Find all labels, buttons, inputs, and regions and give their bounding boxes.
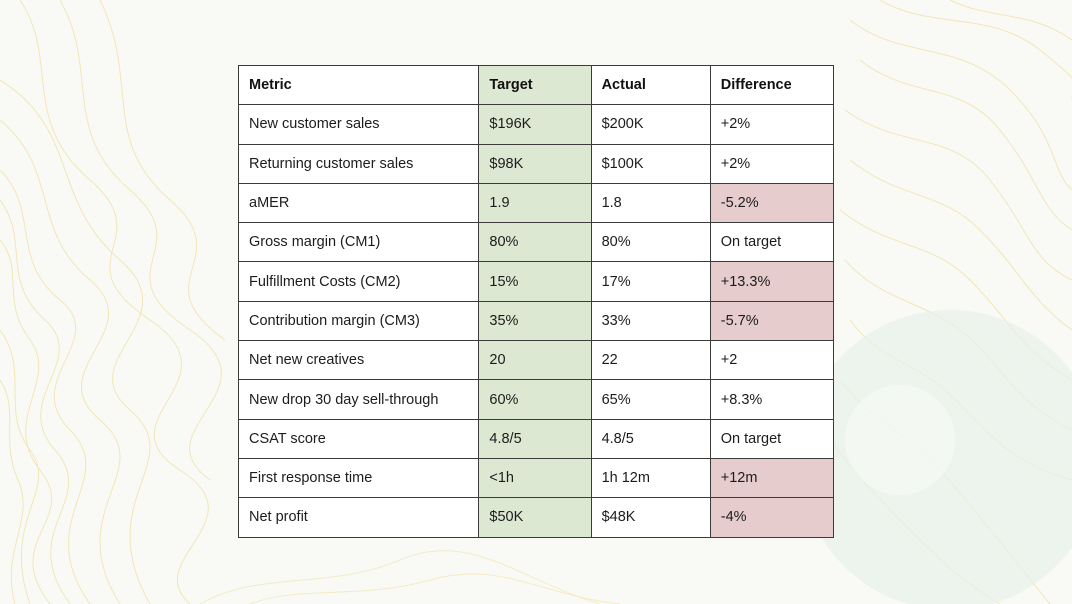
table-row: Fulfillment Costs (CM2) 15% 17% +13.3% bbox=[237, 261, 835, 302]
target-cell: $98K bbox=[478, 143, 592, 184]
target-cell: 80% bbox=[478, 222, 592, 263]
table-row: Net profit $50K $48K -4% bbox=[237, 497, 835, 538]
actual-cell: 80% bbox=[590, 222, 711, 263]
target-cell: 20 bbox=[478, 340, 592, 381]
circle-accent-inner bbox=[845, 385, 955, 495]
header-difference: Difference bbox=[709, 64, 835, 106]
actual-cell: 17% bbox=[590, 261, 711, 302]
table-header-row: Metric Target Actual Difference bbox=[237, 64, 835, 106]
actual-cell: 1h 12m bbox=[590, 457, 711, 499]
table-row: Gross margin (CM1) 80% 80% On target bbox=[237, 222, 835, 263]
actual-cell: 22 bbox=[590, 340, 711, 381]
difference-cell: +2 bbox=[709, 340, 835, 381]
actual-cell: $200K bbox=[590, 104, 711, 145]
metric-cell: Net new creatives bbox=[237, 340, 480, 381]
metric-cell: aMER bbox=[237, 182, 480, 224]
difference-cell: +12m bbox=[709, 457, 835, 499]
metric-cell: Gross margin (CM1) bbox=[237, 222, 480, 263]
target-cell: 35% bbox=[478, 300, 592, 342]
actual-cell: 1.8 bbox=[590, 182, 711, 224]
metrics-table: Metric Target Actual Difference New cust… bbox=[237, 64, 835, 538]
difference-cell: +2% bbox=[709, 104, 835, 145]
difference-cell: +13.3% bbox=[709, 261, 835, 302]
target-cell: $50K bbox=[478, 497, 592, 538]
target-cell: <1h bbox=[478, 457, 592, 499]
actual-cell: 33% bbox=[590, 300, 711, 342]
actual-cell: $48K bbox=[590, 497, 711, 538]
header-metric: Metric bbox=[237, 64, 480, 106]
table-row: New customer sales $196K $200K +2% bbox=[237, 104, 835, 145]
difference-cell: On target bbox=[709, 222, 835, 263]
difference-cell: -4% bbox=[709, 497, 835, 538]
target-cell: $196K bbox=[478, 104, 592, 145]
actual-cell: $100K bbox=[590, 143, 711, 184]
header-actual: Actual bbox=[590, 64, 711, 106]
metric-cell: New customer sales bbox=[237, 104, 480, 145]
actual-cell: 65% bbox=[590, 379, 711, 420]
metric-cell: Fulfillment Costs (CM2) bbox=[237, 261, 480, 302]
difference-cell: +2% bbox=[709, 143, 835, 184]
metric-cell: First response time bbox=[237, 457, 480, 499]
table-row: Net new creatives 20 22 +2 bbox=[237, 340, 835, 381]
table-row: Returning customer sales $98K $100K +2% bbox=[237, 143, 835, 184]
metric-cell: Net profit bbox=[237, 497, 480, 538]
target-cell: 60% bbox=[478, 379, 592, 420]
table-row: aMER 1.9 1.8 -5.2% bbox=[237, 182, 835, 224]
metric-cell: New drop 30 day sell-through bbox=[237, 379, 480, 420]
target-cell: 15% bbox=[478, 261, 592, 302]
metric-cell: Returning customer sales bbox=[237, 143, 480, 184]
difference-cell: On target bbox=[709, 418, 835, 459]
contour-lines-bottom bbox=[199, 550, 621, 604]
table-row: Contribution margin (CM3) 35% 33% -5.7% bbox=[237, 300, 835, 342]
target-cell: 1.9 bbox=[478, 182, 592, 224]
table-row: New drop 30 day sell-through 60% 65% +8.… bbox=[237, 379, 835, 420]
actual-cell: 4.8/5 bbox=[590, 418, 711, 459]
difference-cell: -5.2% bbox=[709, 182, 835, 224]
table-row: First response time <1h 1h 12m +12m bbox=[237, 457, 835, 499]
difference-cell: +8.3% bbox=[709, 379, 835, 420]
contour-lines-left bbox=[0, 0, 226, 604]
table-row: CSAT score 4.8/5 4.8/5 On target bbox=[237, 418, 835, 459]
difference-cell: -5.7% bbox=[709, 300, 835, 342]
target-cell: 4.8/5 bbox=[478, 418, 592, 459]
metric-cell: CSAT score bbox=[237, 418, 480, 459]
metric-cell: Contribution margin (CM3) bbox=[237, 300, 480, 342]
header-target: Target bbox=[478, 64, 592, 106]
